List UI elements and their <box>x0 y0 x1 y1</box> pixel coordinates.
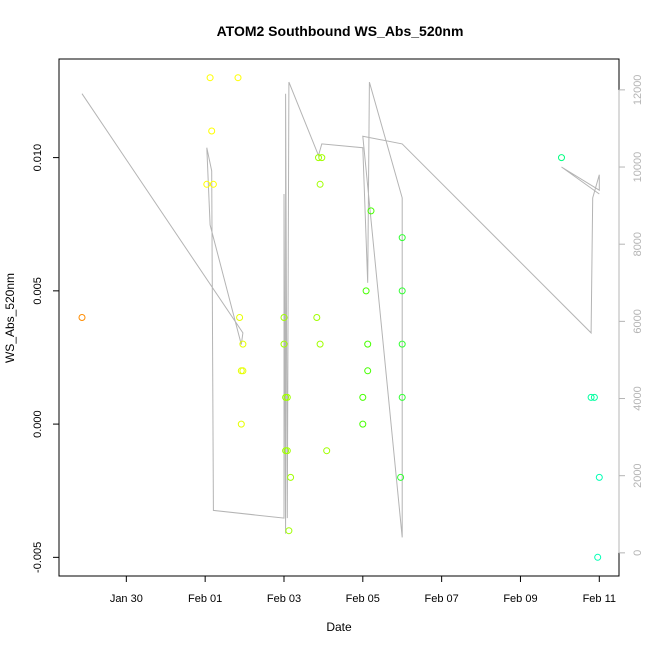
data-point <box>364 367 372 375</box>
y2-tick-label: 0 <box>632 550 644 556</box>
data-point <box>209 180 217 188</box>
data-point <box>236 314 244 321</box>
data-point <box>398 287 406 295</box>
data-point <box>203 180 211 188</box>
y2-tick-label: 6000 <box>632 309 644 333</box>
y2-axis: 0 2000 4000 6000 8000 10000 12000 <box>618 75 644 556</box>
data-point <box>78 314 86 321</box>
plot-frame <box>58 58 620 577</box>
x-tick-label: Feb 09 <box>503 593 537 605</box>
data-point <box>364 340 372 348</box>
y2-tick-label: 8000 <box>632 232 644 256</box>
series-line-group <box>81 81 600 538</box>
data-point <box>239 340 247 348</box>
y-tick-label: -0.005 <box>32 542 44 573</box>
chart-title: ATOM2 Southbound WS_Abs_520nm <box>217 23 464 39</box>
y-tick-label: 0.005 <box>32 277 44 305</box>
data-point <box>587 393 595 401</box>
data-point <box>558 154 565 162</box>
data-point <box>316 180 324 188</box>
data-point <box>362 287 370 295</box>
x-axis-label: Date <box>326 620 352 634</box>
data-point <box>234 74 242 82</box>
series-line <box>81 81 600 538</box>
data-point <box>594 553 602 561</box>
series-points-group <box>78 74 603 561</box>
x-tick-label: Feb 11 <box>583 593 616 605</box>
y2-tick-label: 2000 <box>632 463 644 487</box>
data-point <box>315 154 322 162</box>
x-tick-label: Feb 07 <box>425 593 459 605</box>
y-axis-label: WS_Abs_520nm <box>3 273 17 363</box>
data-point <box>359 393 367 401</box>
x-tick-label: Feb 03 <box>267 593 301 605</box>
data-point <box>359 420 367 428</box>
data-point <box>206 74 214 82</box>
data-point <box>316 340 324 348</box>
data-point <box>313 314 321 321</box>
data-point <box>590 393 598 401</box>
data-point <box>323 447 331 455</box>
data-point <box>283 447 291 455</box>
x-tick-label: Jan 30 <box>110 593 143 605</box>
data-point <box>397 473 405 481</box>
y2-tick-label: 10000 <box>632 152 644 183</box>
x-tick-label: Feb 01 <box>188 593 222 605</box>
x-axis: Jan 30 Feb 01 Feb 03 Feb 05 Feb 07 Feb 09 Feb … <box>110 575 616 605</box>
data-point <box>398 393 406 401</box>
data-point <box>208 127 216 135</box>
data-point <box>280 340 288 348</box>
y-axis: -0.005 0.000 0.005 0.010 <box>32 144 60 573</box>
x-tick-label: Feb 05 <box>346 593 380 605</box>
data-point <box>237 420 245 428</box>
y-tick-label: 0.000 <box>32 410 44 438</box>
data-point <box>287 473 295 481</box>
data-point <box>283 393 291 401</box>
data-point <box>285 527 293 535</box>
data-point <box>398 234 406 242</box>
y2-tick-label: 12000 <box>632 75 644 106</box>
data-point <box>398 340 406 348</box>
data-point <box>239 367 247 375</box>
y-tick-label: 0.010 <box>32 144 44 172</box>
data-point <box>280 314 288 321</box>
y2-tick-label: 4000 <box>632 386 644 410</box>
data-point <box>318 154 326 162</box>
data-point <box>367 207 375 215</box>
data-point <box>595 473 603 481</box>
